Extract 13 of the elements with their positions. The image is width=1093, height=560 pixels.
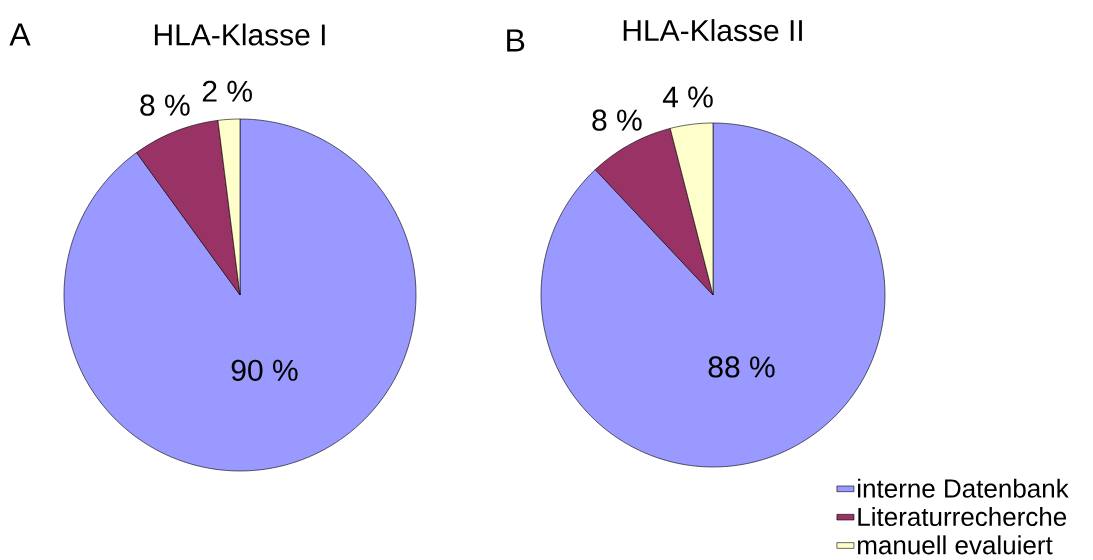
chart-title: HLA-Klasse I xyxy=(154,23,325,46)
chart-title: HLA-Klasse II xyxy=(623,19,802,42)
data-label: 88 % xyxy=(708,356,775,378)
legend-label: Literaturrecherche xyxy=(858,507,1067,527)
legend-label: manuell evaluiert xyxy=(858,535,1053,555)
data-label: 4 % xyxy=(662,86,713,108)
data-label: 8 % xyxy=(592,109,642,131)
data-label: 2 % xyxy=(202,80,252,102)
data-label: 90 % xyxy=(231,359,298,382)
legend-label: interne Datenbank xyxy=(858,478,1069,498)
data-label: 8 % xyxy=(140,94,190,116)
text: B xyxy=(507,29,525,52)
text: A xyxy=(9,23,31,46)
